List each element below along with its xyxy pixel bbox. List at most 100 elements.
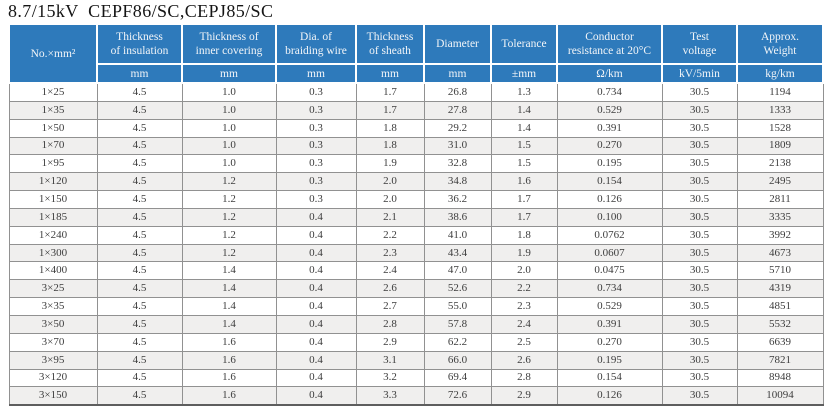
table-row: 1×300 4.5 1.2 0.4 2.3 43.4 1.9 0.0607 30.5 4673 (8, 243, 824, 263)
cell-value: 34.8 (423, 172, 492, 192)
cell-value: 30.5 (661, 154, 738, 174)
cell-value: 1.6 (181, 332, 277, 352)
cable-spec-table: No.×mm² Thickness of insulation Thicknes… (8, 23, 824, 407)
cell-value: 0.529 (556, 297, 663, 316)
cell-value: 69.4 (423, 368, 492, 388)
cell-conductor-size: 1×150 (8, 190, 98, 209)
cell-value: 1.0 (181, 100, 277, 120)
table-row: 3×70 4.5 1.6 0.4 2.9 62.2 2.5 0.270 30.5 6639 (8, 332, 824, 352)
cell-value: 2811 (736, 190, 824, 209)
cell-value: 1.8 (355, 118, 425, 138)
cell-value: 1.9 (355, 154, 425, 174)
table-row: 1×50 4.5 1.0 0.3 1.8 29.2 1.4 0.391 30.5 1528 (8, 118, 824, 138)
cell-conductor-size: 3×50 (8, 314, 98, 334)
unit-inner-covering-thickness: mm (181, 63, 277, 84)
cell-value: 1528 (736, 118, 824, 138)
cell-value: 1.4 (181, 314, 277, 334)
cell-value: 30.5 (661, 368, 738, 388)
cell-value: 3.2 (355, 368, 425, 388)
table-row: 1×240 4.5 1.2 0.4 2.2 41.0 1.8 0.0762 30.5 3992 (8, 225, 824, 245)
cell-value: 4.5 (96, 136, 183, 156)
cell-value: 2.2 (355, 225, 425, 245)
cell-value: 32.8 (423, 154, 492, 174)
cell-value: 1.2 (181, 225, 277, 245)
cell-value: 1.6 (181, 350, 277, 370)
cell-value: 29.2 (423, 118, 492, 138)
cell-value: 43.4 (423, 243, 492, 263)
table-row: 3×95 4.5 1.6 0.4 3.1 66.0 2.6 0.195 30.5 7821 (8, 350, 824, 370)
cell-value: 0.270 (556, 136, 663, 156)
cell-value: 4.5 (96, 172, 183, 192)
cell-value: 1.5 (490, 154, 558, 174)
col-header-inner-covering-thickness: Thickness of inner covering (181, 23, 277, 65)
cell-conductor-size: 1×25 (8, 82, 98, 102)
cell-value: 52.6 (423, 279, 492, 299)
cell-value: 1194 (736, 82, 824, 102)
cell-value: 1809 (736, 136, 824, 156)
cell-value: 1.6 (181, 386, 277, 407)
cell-value: 7821 (736, 350, 824, 370)
cell-value: 2495 (736, 172, 824, 192)
cell-value: 2.0 (490, 261, 558, 281)
cell-value: 1.9 (490, 243, 558, 263)
cell-value: 55.0 (423, 297, 492, 316)
cell-value: 1333 (736, 100, 824, 120)
cell-value: 0.195 (556, 350, 663, 370)
cell-value: 0.3 (275, 100, 357, 120)
table-row: 3×50 4.5 1.4 0.4 2.8 57.8 2.4 0.391 30.5 5532 (8, 314, 824, 334)
cell-value: 1.6 (490, 172, 558, 192)
cell-conductor-size: 3×25 (8, 279, 98, 299)
cell-value: 0.4 (275, 386, 357, 407)
cell-value: 2.3 (355, 243, 425, 263)
cell-value: 5532 (736, 314, 824, 334)
cell-value: 1.2 (181, 190, 277, 209)
cell-value: 2.0 (355, 190, 425, 209)
cell-value: 2.1 (355, 207, 425, 227)
cell-value: 0.3 (275, 118, 357, 138)
col-header-insulation-thickness: Thickness of insulation (96, 23, 183, 65)
cell-conductor-size: 1×400 (8, 261, 98, 281)
cell-value: 30.5 (661, 225, 738, 245)
cell-value: 2.3 (490, 297, 558, 316)
cell-value: 3.1 (355, 350, 425, 370)
cell-conductor-size: 3×70 (8, 332, 98, 352)
unit-sheath-thickness: mm (355, 63, 425, 84)
cell-value: 0.4 (275, 261, 357, 281)
col-header-approx-weight: Approx. Weight (736, 23, 824, 65)
cell-value: 0.126 (556, 386, 663, 407)
cell-value: 2.9 (355, 332, 425, 352)
cell-value: 0.154 (556, 368, 663, 388)
cell-conductor-size: 1×50 (8, 118, 98, 138)
cell-value: 0.4 (275, 297, 357, 316)
header-unit-row: mm mm mm mm mm ±mm Ω/km kV/5min kg/km (9, 63, 824, 84)
table-row: 1×185 4.5 1.2 0.4 2.1 38.6 1.7 0.100 30.5 3335 (8, 207, 824, 227)
table-row: 1×400 4.5 1.4 0.4 2.4 47.0 2.0 0.0475 30.5 5710 (8, 261, 824, 281)
col-header-conductor-resistance: Conductor resistance at 20°C (556, 23, 663, 65)
cell-value: 0.4 (275, 332, 357, 352)
cell-value: 10094 (736, 386, 824, 407)
cell-value: 36.2 (423, 190, 492, 209)
table-row: 3×150 4.5 1.6 0.4 3.3 72.6 2.9 0.126 30.5 10094 (8, 386, 824, 407)
cell-conductor-size: 1×185 (8, 207, 98, 227)
cell-value: 1.0 (181, 118, 277, 138)
cell-value: 4673 (736, 243, 824, 263)
cell-value: 30.5 (661, 136, 738, 156)
cell-value: 30.5 (661, 82, 738, 102)
cell-value: 30.5 (661, 190, 738, 209)
unit-braiding-wire-dia: mm (275, 63, 357, 84)
cell-value: 57.8 (423, 314, 492, 334)
cell-value: 1.8 (355, 136, 425, 156)
cell-conductor-size: 1×95 (8, 154, 98, 174)
cell-value: 1.2 (181, 243, 277, 263)
cell-value: 30.5 (661, 386, 738, 407)
cell-value: 1.4 (181, 261, 277, 281)
cell-value: 1.7 (490, 190, 558, 209)
cell-value: 1.0 (181, 82, 277, 102)
cell-value: 47.0 (423, 261, 492, 281)
cell-conductor-size: 1×70 (8, 136, 98, 156)
cell-value: 0.3 (275, 136, 357, 156)
cell-value: 1.4 (490, 100, 558, 120)
cell-value: 3.3 (355, 386, 425, 407)
table-header: No.×mm² Thickness of insulation Thicknes… (8, 23, 824, 84)
cell-value: 2.8 (490, 368, 558, 388)
